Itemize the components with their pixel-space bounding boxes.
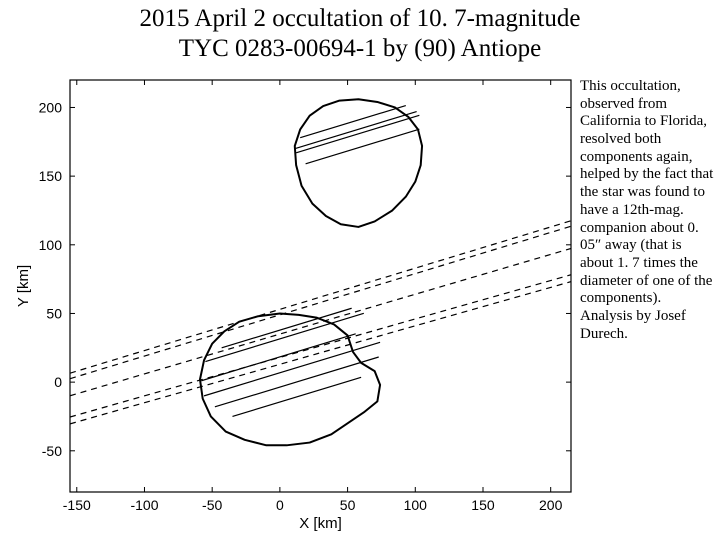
svg-text:-50: -50: [42, 443, 62, 459]
svg-text:150: 150: [471, 497, 495, 513]
svg-text:Y [km]: Y [km]: [15, 265, 32, 307]
svg-text:100: 100: [404, 497, 428, 513]
svg-text:150: 150: [39, 168, 63, 184]
svg-text:0: 0: [54, 374, 62, 390]
title-line-1: 2015 April 2 occultation of 10. 7-magnit…: [140, 5, 581, 32]
svg-text:-50: -50: [202, 497, 222, 513]
svg-text:-150: -150: [63, 497, 91, 513]
svg-text:100: 100: [39, 237, 63, 253]
svg-text:0: 0: [276, 497, 284, 513]
svg-text:-100: -100: [130, 497, 158, 513]
description-text: This occultation, observed from Californ…: [580, 78, 714, 343]
title-line-2: TYC 0283-00694-1 by (90) Antiope: [179, 35, 541, 62]
svg-text:X [km]: X [km]: [299, 515, 342, 532]
page-title: 2015 April 2 occultation of 10. 7-magnit…: [0, 4, 720, 64]
svg-text:200: 200: [539, 497, 563, 513]
occultation-plot: -150 -100 -50 0 50 100 150 200 -50 0 50 100 150 200 X …: [12, 74, 577, 534]
svg-text:50: 50: [340, 497, 356, 513]
svg-text:50: 50: [46, 305, 62, 321]
plot-svg: -150 -100 -50 0 50 100 150 200 -50 0 50 100 150 200 X …: [12, 74, 577, 534]
svg-text:200: 200: [39, 99, 63, 115]
